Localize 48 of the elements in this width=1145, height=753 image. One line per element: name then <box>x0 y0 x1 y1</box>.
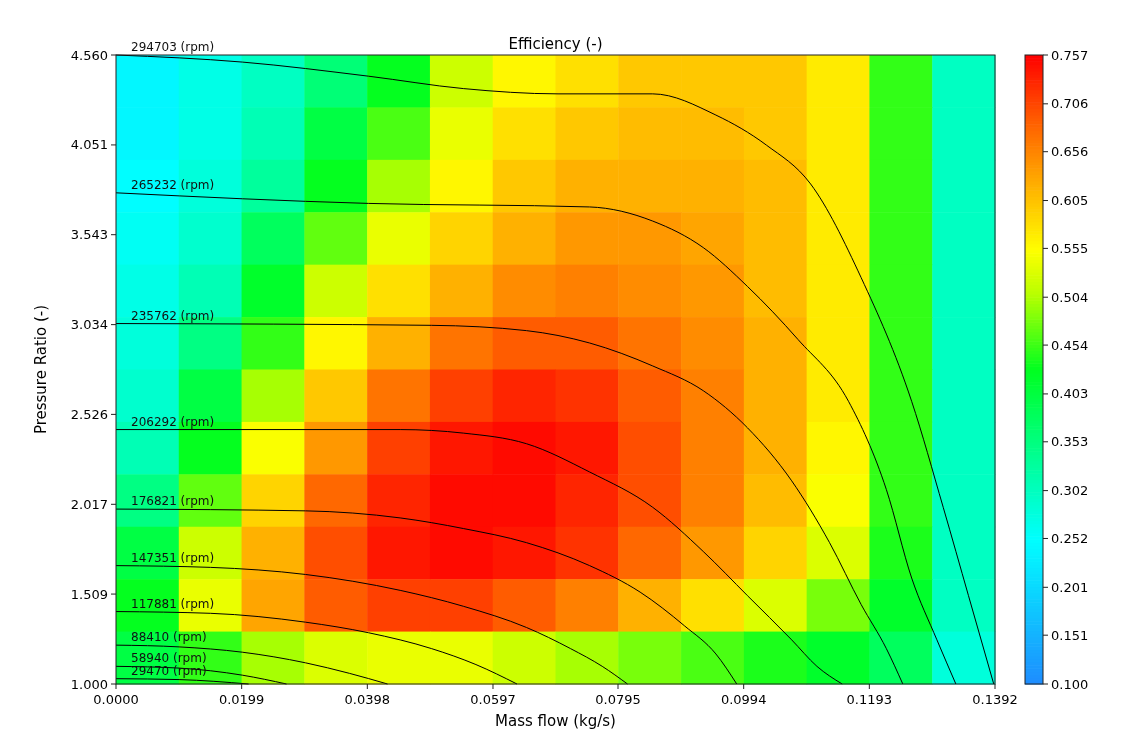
y-tick-label: 1.509 <box>70 586 108 602</box>
x-axis-title: Mass flow (kg/s) <box>495 712 616 730</box>
series-label: 117881 (rpm) <box>131 596 215 611</box>
series-label: 206292 (rpm) <box>131 414 215 429</box>
color-bar-label: 0.403 <box>1051 386 1089 402</box>
series-label: 147351 (rpm) <box>131 550 215 565</box>
color-bar-label: 0.656 <box>1051 144 1089 160</box>
series-label: 235762 (rpm) <box>131 308 215 323</box>
color-bar-label: 0.252 <box>1051 530 1089 546</box>
series-label: 265232 (rpm) <box>131 177 215 192</box>
line-series <box>115 508 738 685</box>
x-tick-label: 0.0398 <box>344 692 391 707</box>
line-series <box>115 429 843 685</box>
series-label: 176821 (rpm) <box>131 494 215 509</box>
line-series <box>115 565 628 685</box>
x-tick-label: 0.0994 <box>720 692 767 707</box>
x-tick-label: 0.1193 <box>846 692 893 707</box>
x-tick-label: 0.0597 <box>470 692 516 707</box>
color-bar-label: 0.302 <box>1051 483 1089 499</box>
line-series <box>115 611 518 685</box>
color-bar-label: 0.100 <box>1051 676 1089 692</box>
color-bar-label: 0.605 <box>1051 193 1089 209</box>
y-tick-label: 3.543 <box>70 227 108 243</box>
color-bar-label: 0.757 <box>1051 47 1089 63</box>
y-tick-label: 1.000 <box>70 676 108 692</box>
y-tick-label: 2.526 <box>70 406 108 422</box>
x-tick-label: 0.1392 <box>972 692 1018 707</box>
color-bar-label: 0.504 <box>1051 289 1089 305</box>
line-series <box>115 192 957 685</box>
series-label: 58940 (rpm) <box>131 651 207 666</box>
y-tick-label: 2.017 <box>70 496 108 512</box>
y-tick-label: 3.034 <box>70 317 108 333</box>
color-bar-label: 0.454 <box>1051 337 1089 353</box>
color-bar-label: 0.201 <box>1051 579 1089 595</box>
x-tick-label: 0.0199 <box>218 692 265 707</box>
series-label: 88410 (rpm) <box>131 630 207 645</box>
color-bar-label: 0.151 <box>1051 627 1089 643</box>
color-bar-label: 0.353 <box>1051 434 1089 450</box>
line-series <box>115 323 904 685</box>
y-axis-title: Pressure Ratio (-) <box>32 304 50 435</box>
color-bar-label: 0.555 <box>1051 240 1089 256</box>
x-tick-label: 0.0000 <box>93 692 139 707</box>
color-bar-label: 0.706 <box>1051 96 1089 112</box>
series-label: 294703 (rpm) <box>131 40 215 54</box>
y-tick-label: 4.051 <box>70 137 108 153</box>
x-tick-label: 0.0795 <box>595 692 641 707</box>
chart-title: Efficiency (-) <box>508 35 603 53</box>
y-tick-label: 4.560 <box>70 47 108 63</box>
